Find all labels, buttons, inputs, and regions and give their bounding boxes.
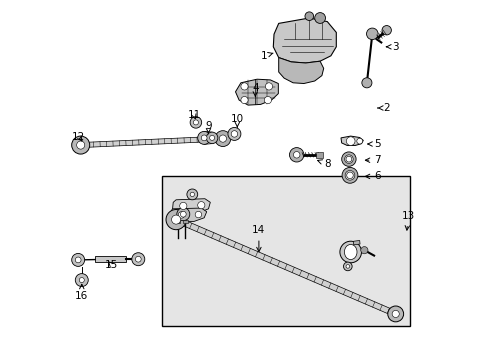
Circle shape bbox=[366, 28, 377, 40]
Text: 12: 12 bbox=[72, 132, 85, 142]
Polygon shape bbox=[278, 58, 323, 84]
Circle shape bbox=[341, 152, 355, 166]
Text: 9: 9 bbox=[205, 121, 211, 134]
Text: 11: 11 bbox=[187, 110, 200, 120]
Circle shape bbox=[79, 278, 84, 283]
Text: 8: 8 bbox=[317, 159, 330, 169]
Circle shape bbox=[132, 253, 144, 266]
Circle shape bbox=[77, 141, 84, 149]
Circle shape bbox=[241, 96, 247, 104]
Text: 7: 7 bbox=[365, 155, 380, 165]
Circle shape bbox=[305, 12, 313, 21]
Circle shape bbox=[346, 265, 349, 268]
Circle shape bbox=[197, 202, 204, 209]
Circle shape bbox=[171, 215, 180, 224]
Circle shape bbox=[391, 310, 398, 318]
Polygon shape bbox=[340, 136, 363, 145]
Circle shape bbox=[166, 210, 186, 230]
Circle shape bbox=[314, 13, 325, 23]
Circle shape bbox=[209, 135, 214, 140]
Circle shape bbox=[72, 253, 84, 266]
Text: 2: 2 bbox=[377, 103, 389, 113]
Circle shape bbox=[178, 212, 184, 218]
Bar bbox=[162, 176, 409, 326]
Text: 6: 6 bbox=[365, 171, 380, 181]
Circle shape bbox=[206, 132, 218, 144]
Circle shape bbox=[346, 137, 354, 145]
Circle shape bbox=[342, 167, 357, 183]
Circle shape bbox=[265, 83, 272, 90]
Circle shape bbox=[346, 156, 351, 162]
Circle shape bbox=[215, 131, 230, 147]
Bar bbox=[316, 152, 322, 158]
Text: 3: 3 bbox=[386, 42, 398, 52]
Circle shape bbox=[293, 152, 299, 158]
Text: 16: 16 bbox=[75, 284, 88, 301]
Circle shape bbox=[231, 131, 237, 137]
Circle shape bbox=[361, 78, 371, 88]
Circle shape bbox=[193, 120, 198, 125]
Text: 10: 10 bbox=[230, 114, 244, 127]
Text: 13: 13 bbox=[401, 211, 414, 230]
Bar bbox=[182, 220, 187, 223]
Polygon shape bbox=[235, 79, 278, 105]
Circle shape bbox=[345, 170, 354, 180]
Polygon shape bbox=[353, 240, 359, 245]
Text: 1: 1 bbox=[261, 51, 272, 61]
Circle shape bbox=[227, 127, 241, 140]
Circle shape bbox=[75, 257, 81, 263]
Polygon shape bbox=[169, 208, 206, 221]
Circle shape bbox=[346, 172, 352, 179]
Circle shape bbox=[356, 138, 362, 144]
Circle shape bbox=[197, 131, 210, 144]
Circle shape bbox=[177, 208, 189, 221]
Polygon shape bbox=[175, 217, 396, 316]
Polygon shape bbox=[273, 18, 336, 63]
Circle shape bbox=[241, 83, 247, 90]
Circle shape bbox=[289, 148, 303, 162]
Circle shape bbox=[343, 262, 351, 271]
Polygon shape bbox=[81, 136, 223, 148]
Circle shape bbox=[180, 211, 186, 217]
Circle shape bbox=[190, 117, 201, 128]
Circle shape bbox=[72, 136, 89, 154]
Text: 4: 4 bbox=[251, 83, 258, 96]
Circle shape bbox=[190, 192, 194, 197]
Circle shape bbox=[344, 155, 352, 163]
Bar bbox=[175, 220, 180, 223]
Circle shape bbox=[135, 256, 141, 262]
Circle shape bbox=[201, 135, 206, 141]
Circle shape bbox=[195, 211, 201, 218]
Circle shape bbox=[381, 26, 390, 35]
Circle shape bbox=[387, 306, 403, 322]
Polygon shape bbox=[172, 199, 210, 213]
Circle shape bbox=[179, 202, 186, 210]
Circle shape bbox=[219, 135, 226, 142]
Circle shape bbox=[264, 96, 271, 104]
Circle shape bbox=[360, 247, 367, 254]
Text: 14: 14 bbox=[252, 225, 265, 252]
Text: 15: 15 bbox=[104, 260, 118, 270]
Text: 5: 5 bbox=[367, 139, 380, 149]
Bar bbox=[95, 256, 125, 262]
Ellipse shape bbox=[344, 244, 356, 260]
Circle shape bbox=[75, 274, 88, 287]
Ellipse shape bbox=[339, 241, 361, 263]
Circle shape bbox=[186, 189, 197, 200]
